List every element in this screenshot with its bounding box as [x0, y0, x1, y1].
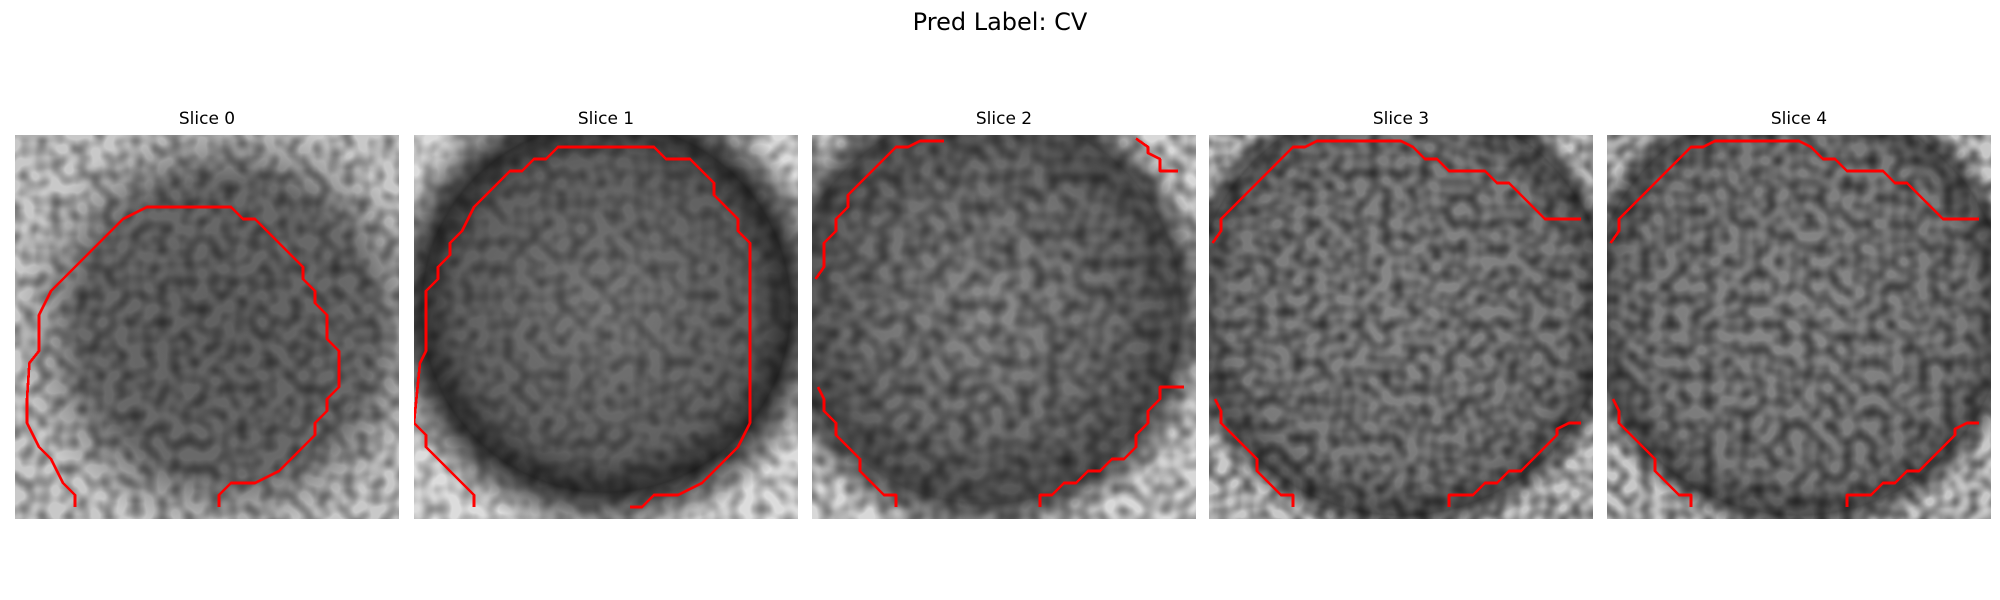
slice-image-3	[1209, 135, 1593, 519]
slice-contour-2c	[816, 386, 898, 507]
slice-noise-4	[1607, 135, 1991, 519]
slice-contour-2a	[814, 139, 944, 280]
slice-noise-3	[1209, 135, 1593, 519]
slice-contour-0	[25, 205, 341, 507]
slice-contour-3b	[1213, 398, 1295, 507]
slice-image-1	[414, 135, 798, 519]
slice-title-3: Slice 3	[1372, 109, 1430, 129]
slice-title-2: Slice 2	[975, 109, 1033, 129]
slice-contour-4c	[1845, 421, 1979, 507]
slice-contour-4a	[1609, 139, 1979, 244]
slice-title-0: Slice 0	[178, 109, 236, 129]
slice-contour-3a	[1211, 139, 1581, 244]
slice-contour-3c	[1447, 421, 1581, 507]
slice-title-4: Slice 4	[1770, 109, 1828, 129]
slice-noise-0	[15, 135, 399, 519]
figure-title: Pred Label: CV	[912, 8, 1088, 36]
slice-noise-1	[414, 135, 798, 519]
slice-contour-4b	[1611, 398, 1693, 507]
slice-contour-2b	[1135, 137, 1178, 173]
slice-image-2	[812, 135, 1196, 519]
slice-image-0	[15, 135, 399, 519]
slice-contour-1	[414, 145, 752, 509]
slice-image-4	[1607, 135, 1991, 519]
slice-contour-2d	[1038, 385, 1184, 507]
slice-title-1: Slice 1	[577, 109, 635, 129]
slice-noise-2	[812, 135, 1196, 519]
